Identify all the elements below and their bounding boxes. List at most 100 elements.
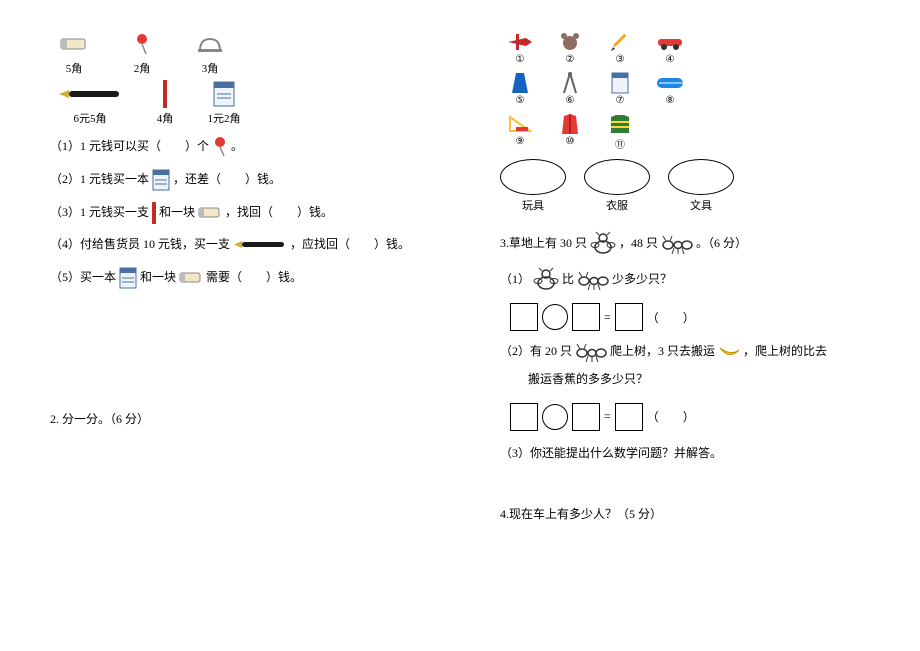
q3-2-mid: 爬上树，3 只去搬运 bbox=[610, 341, 715, 363]
grid-item-car: ④ bbox=[650, 30, 690, 65]
q2-text-pre: （2）1 元钱买一本 bbox=[50, 169, 149, 191]
equals-sign: = bbox=[604, 310, 611, 325]
q5-text-mid: 和一块 bbox=[140, 267, 176, 289]
question-4: 4.现在车上有多少人？（5 分） bbox=[500, 504, 880, 526]
pin-icon bbox=[211, 136, 229, 158]
grid-item-book: ⑦ bbox=[600, 71, 640, 106]
price-label: 2角 bbox=[134, 60, 151, 76]
price-label: 1元2角 bbox=[208, 110, 241, 126]
price-label: 6元5角 bbox=[74, 110, 107, 126]
question-3-1: （1） 比 少多少只？ bbox=[500, 267, 880, 293]
compass-icon bbox=[560, 71, 580, 95]
grid-item-plane: ① bbox=[500, 30, 540, 65]
eraser-icon bbox=[59, 30, 89, 58]
bear-icon bbox=[559, 30, 581, 54]
answer-box bbox=[510, 403, 538, 431]
question-3-2: （2）有 20 只 爬上树，3 只去搬运 ，爬上树的比去 bbox=[500, 341, 880, 363]
jacket-icon bbox=[558, 112, 582, 136]
fountain-pen-icon bbox=[55, 80, 125, 108]
q3-2-pre: （2）有 20 只 bbox=[500, 341, 572, 363]
ant-icon bbox=[576, 269, 610, 291]
oval-label: 玩具 bbox=[522, 197, 544, 213]
stick-icon bbox=[161, 80, 169, 108]
oval-stationery bbox=[668, 159, 734, 195]
bee-icon bbox=[589, 231, 617, 257]
pin-icon bbox=[132, 30, 152, 58]
question-3-3: （3）你还能提出什么数学问题？并解答。 bbox=[500, 443, 880, 465]
stick-icon bbox=[151, 202, 157, 224]
bee-icon bbox=[532, 267, 560, 293]
question-2: （2）1 元钱买一本 ，还差（ ）钱。 bbox=[50, 168, 430, 192]
q3-mid: ，48 只 bbox=[619, 233, 658, 255]
q3-post: 。（6 分） bbox=[696, 233, 747, 255]
q2-text-post: ，还差（ ）钱。 bbox=[173, 169, 281, 191]
ant-icon bbox=[574, 341, 608, 363]
equals-sign: = bbox=[604, 409, 611, 424]
q3-text-mid: 和一块 bbox=[159, 202, 195, 224]
ant-icon bbox=[660, 233, 694, 255]
q4-text-post: ，应找回（ ）钱。 bbox=[290, 234, 410, 256]
q3-1-mid: 比 bbox=[562, 269, 574, 291]
notebook-icon bbox=[118, 266, 138, 290]
equation-row-2: = （ ） bbox=[510, 403, 880, 431]
grid-item-bear: ② bbox=[550, 30, 590, 65]
item-clip: 3角 bbox=[186, 30, 234, 76]
pencilcase-icon bbox=[655, 71, 685, 95]
price-label: 4角 bbox=[157, 110, 174, 126]
oval-group-stationery: 文具 bbox=[668, 159, 734, 213]
answer-box bbox=[615, 403, 643, 431]
unit-paren: （ ） bbox=[647, 309, 695, 326]
item-pin: 2角 bbox=[118, 30, 166, 76]
grid-item-triangle: ⑨ bbox=[500, 112, 540, 151]
answer-box bbox=[615, 303, 643, 331]
oval-label: 衣服 bbox=[606, 197, 628, 213]
q3-1-pre: （1） bbox=[500, 269, 530, 291]
question-5: （5）买一本 和一块 需要（ ）钱。 bbox=[50, 266, 430, 290]
operator-circle bbox=[542, 304, 568, 330]
answer-box bbox=[510, 303, 538, 331]
grid-item-dress: ⑤ bbox=[500, 71, 540, 106]
dress-icon bbox=[510, 71, 530, 95]
q3-1-post: 少多少只？ bbox=[612, 269, 672, 291]
book-icon bbox=[610, 71, 630, 95]
answer-box bbox=[572, 303, 600, 331]
operator-circle bbox=[542, 404, 568, 430]
q5-text-pre: （5）买一本 bbox=[50, 267, 116, 289]
oval-toys bbox=[500, 159, 566, 195]
triangle-ruler-icon bbox=[508, 112, 532, 136]
question-3-main: 3.草地上有 30 只 ，48 只 。（6 分） bbox=[500, 231, 880, 257]
item-eraser: 5角 bbox=[50, 30, 98, 76]
oval-label: 文具 bbox=[690, 197, 712, 213]
sweater-icon bbox=[607, 112, 633, 136]
equation-row-1: = （ ） bbox=[510, 303, 880, 331]
oval-group-toys: 玩具 bbox=[500, 159, 566, 213]
notebook-icon bbox=[212, 80, 236, 108]
q1-text-post: 。 bbox=[231, 136, 243, 158]
question-3: （3）1 元钱买一支 和一块 ，找回（ ）钱。 bbox=[50, 202, 430, 224]
price-label: 3角 bbox=[202, 60, 219, 76]
notebook-icon bbox=[151, 168, 171, 192]
question-1: （1）1 元钱可以买（ ）个 。 bbox=[50, 136, 430, 158]
banana-icon bbox=[717, 344, 741, 360]
eraser-icon bbox=[197, 206, 223, 220]
q3-2-line2: 搬运香蕉的多多少只？ bbox=[528, 369, 880, 391]
eraser-icon bbox=[178, 271, 204, 285]
answer-box bbox=[572, 403, 600, 431]
category-ovals: 玩具 衣服 文具 bbox=[500, 159, 880, 213]
grid-item-pencil: ③ bbox=[600, 30, 640, 65]
q4-text-pre: （4）付给售货员 10 元钱，买一支 bbox=[50, 234, 230, 256]
clip-icon bbox=[195, 30, 225, 58]
item-pen: 6元5角 bbox=[50, 80, 130, 126]
price-row-1: 5角 2角 3角 bbox=[50, 30, 430, 76]
grid-item-compass: ⑥ bbox=[550, 71, 590, 106]
q3-text-post: ，找回（ ）钱。 bbox=[225, 202, 333, 224]
grid-item-sweater: ⑪ bbox=[600, 112, 640, 151]
q3-pre: 3.草地上有 30 只 bbox=[500, 233, 587, 255]
oval-clothes bbox=[584, 159, 650, 195]
q3-text-pre: （3）1 元钱买一支 bbox=[50, 202, 149, 224]
q1-text-pre: （1）1 元钱可以买（ ）个 bbox=[50, 136, 209, 158]
grid-item-pencilcase: ⑧ bbox=[650, 71, 690, 106]
car-icon bbox=[656, 30, 684, 54]
pencil-icon bbox=[609, 30, 631, 54]
item-stick: 4角 bbox=[150, 80, 180, 126]
